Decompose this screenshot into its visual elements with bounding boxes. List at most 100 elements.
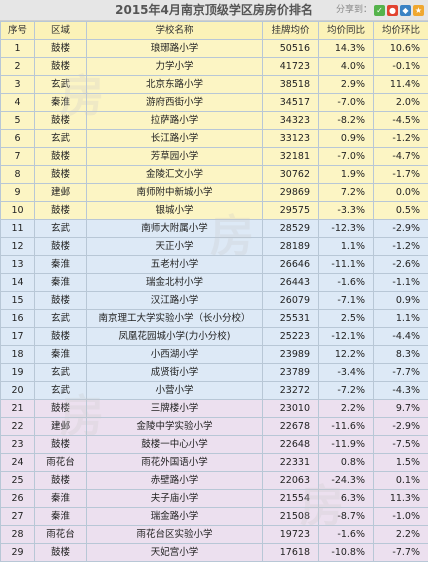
mom-cell: 10.6% bbox=[373, 39, 428, 58]
price-cell: 23789 bbox=[262, 363, 319, 382]
rank-cell: 1 bbox=[0, 39, 35, 58]
price-cell: 30762 bbox=[262, 165, 319, 184]
price-cell: 26079 bbox=[262, 291, 319, 310]
school-cell: 瑞金北村小学 bbox=[86, 273, 263, 292]
yoy-cell: 1.1% bbox=[318, 237, 374, 256]
table-row: 2 鼓楼 力学小学 41723 4.0% -0.1% bbox=[0, 57, 428, 76]
share-label: 分享到： bbox=[335, 5, 372, 15]
table-row: 8 鼓楼 金陵汇文小学 30762 1.9% -1.7% bbox=[0, 165, 428, 184]
rank-cell: 4 bbox=[0, 93, 35, 112]
mom-cell: 1.1% bbox=[373, 309, 428, 328]
district-cell: 鼓楼 bbox=[34, 435, 87, 454]
district-cell: 秦淮 bbox=[34, 93, 87, 112]
table-row: 13 秦淮 五老村小学 26646 -11.1% -2.6% bbox=[0, 255, 428, 274]
table-row: 14 秦淮 瑞金北村小学 26443 -1.6% -1.1% bbox=[0, 273, 428, 292]
mom-cell: -7.7% bbox=[373, 543, 428, 562]
price-cell: 50516 bbox=[262, 39, 319, 58]
table-row: 16 玄武 南京理工大学实验小学（长小分校） 25531 2.5% 1.1% bbox=[0, 309, 428, 328]
district-cell: 鼓楼 bbox=[34, 291, 87, 310]
district-cell: 玄武 bbox=[34, 75, 87, 94]
district-cell: 鼓楼 bbox=[34, 327, 87, 346]
district-cell: 建邺 bbox=[34, 417, 87, 436]
yoy-cell: -7.0% bbox=[318, 93, 374, 112]
yoy-cell: 7.2% bbox=[318, 183, 374, 202]
table-row: 12 鼓楼 天正小学 28189 1.1% -1.2% bbox=[0, 237, 428, 256]
district-cell: 鼓楼 bbox=[34, 57, 87, 76]
table-row: 3 玄武 北京东路小学 38518 2.9% 11.4% bbox=[0, 75, 428, 94]
price-cell: 33123 bbox=[262, 129, 319, 148]
table-row: 24 雨花台 雨花外国语小学 22331 0.8% 1.5% bbox=[0, 453, 428, 472]
yoy-cell: 2.5% bbox=[318, 309, 374, 328]
price-cell: 21508 bbox=[262, 507, 319, 526]
mom-cell: 0.1% bbox=[373, 471, 428, 490]
rank-cell: 12 bbox=[0, 237, 35, 256]
yoy-cell: 2.9% bbox=[318, 75, 374, 94]
yoy-cell: -3.3% bbox=[318, 201, 374, 220]
table-row: 1 鼓楼 琅琊路小学 50516 14.3% 10.6% bbox=[0, 39, 428, 58]
price-cell: 41723 bbox=[262, 57, 319, 76]
school-cell: 雨花台区实验小学 bbox=[86, 525, 263, 544]
mom-cell: -1.7% bbox=[373, 165, 428, 184]
district-cell: 玄武 bbox=[34, 129, 87, 148]
rank-cell: 26 bbox=[0, 489, 35, 508]
rank-cell: 8 bbox=[0, 165, 35, 184]
mom-cell: -2.9% bbox=[373, 219, 428, 238]
wechat-icon[interactable]: ✓ bbox=[374, 4, 385, 16]
yoy-cell: 1.9% bbox=[318, 165, 374, 184]
table-row: 5 鼓楼 拉萨路小学 34323 -8.2% -4.5% bbox=[0, 111, 428, 130]
rank-cell: 15 bbox=[0, 291, 35, 310]
mom-cell: -4.5% bbox=[373, 111, 428, 130]
rank-cell: 23 bbox=[0, 435, 35, 454]
qq-icon[interactable]: ◆ bbox=[400, 4, 411, 16]
table-row: 19 玄武 成贤街小学 23789 -3.4% -7.7% bbox=[0, 363, 428, 382]
rank-cell: 11 bbox=[0, 219, 35, 238]
district-cell: 雨花台 bbox=[34, 453, 87, 472]
title-bar: 2015年4月南京顶级学区房房价排名 分享到： ✓ ● ◆ ★ bbox=[0, 0, 428, 21]
price-cell: 32181 bbox=[262, 147, 319, 166]
rank-cell: 20 bbox=[0, 381, 35, 400]
price-cell: 29575 bbox=[262, 201, 319, 220]
rank-cell: 10 bbox=[0, 201, 35, 220]
star-icon[interactable]: ★ bbox=[413, 4, 424, 16]
rank-cell: 19 bbox=[0, 363, 35, 382]
mom-cell: -4.3% bbox=[373, 381, 428, 400]
mom-cell: 11.4% bbox=[373, 75, 428, 94]
price-cell: 28189 bbox=[262, 237, 319, 256]
yoy-cell: -7.0% bbox=[318, 147, 374, 166]
price-cell: 26646 bbox=[262, 255, 319, 274]
district-cell: 玄武 bbox=[34, 363, 87, 382]
yoy-cell: -8.2% bbox=[318, 111, 374, 130]
price-cell: 22331 bbox=[262, 453, 319, 472]
mom-cell: 2.2% bbox=[373, 525, 428, 544]
school-cell: 夫子庙小学 bbox=[86, 489, 263, 508]
yoy-cell: 4.0% bbox=[318, 57, 374, 76]
rank-cell: 29 bbox=[0, 543, 35, 562]
price-cell: 22678 bbox=[262, 417, 319, 436]
rank-cell: 17 bbox=[0, 327, 35, 346]
mom-cell: -2.6% bbox=[373, 255, 428, 274]
table-row: 4 秦淮 游府西街小学 34517 -7.0% 2.0% bbox=[0, 93, 428, 112]
rank-cell: 2 bbox=[0, 57, 35, 76]
mom-cell: -1.1% bbox=[373, 273, 428, 292]
table-row: 27 秦淮 瑞金路小学 21508 -8.7% -1.0% bbox=[0, 507, 428, 526]
weibo-icon[interactable]: ● bbox=[387, 4, 398, 16]
district-cell: 鼓楼 bbox=[34, 399, 87, 418]
district-cell: 玄武 bbox=[34, 381, 87, 400]
school-cell: 北京东路小学 bbox=[86, 75, 263, 94]
yoy-cell: -11.6% bbox=[318, 417, 374, 436]
yoy-cell: 6.3% bbox=[318, 489, 374, 508]
price-cell: 29869 bbox=[262, 183, 319, 202]
price-cell: 26443 bbox=[262, 273, 319, 292]
district-cell: 秦淮 bbox=[34, 489, 87, 508]
price-cell: 22063 bbox=[262, 471, 319, 490]
rank-cell: 7 bbox=[0, 147, 35, 166]
rank-cell: 24 bbox=[0, 453, 35, 472]
table-row: 20 玄武 小营小学 23272 -7.2% -4.3% bbox=[0, 381, 428, 400]
school-cell: 南师大附属小学 bbox=[86, 219, 263, 238]
rank-cell: 22 bbox=[0, 417, 35, 436]
school-cell: 芳草园小学 bbox=[86, 147, 263, 166]
table-row: 18 秦淮 小西湖小学 23989 12.2% 8.3% bbox=[0, 345, 428, 364]
price-cell: 23989 bbox=[262, 345, 319, 364]
price-cell: 25531 bbox=[262, 309, 319, 328]
school-cell: 五老村小学 bbox=[86, 255, 263, 274]
